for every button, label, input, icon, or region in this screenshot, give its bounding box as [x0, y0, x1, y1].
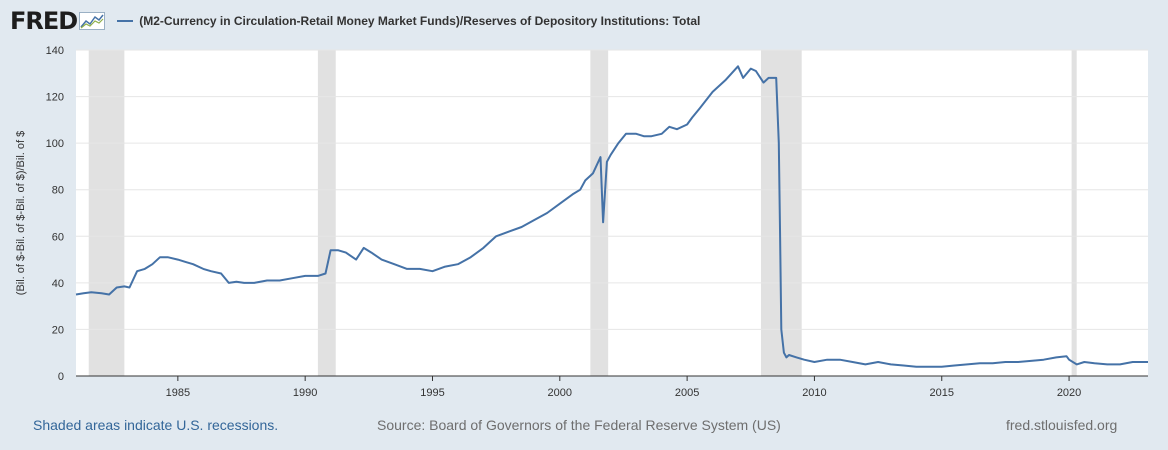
source-note: Source: Board of Governors of the Federa… — [377, 417, 781, 433]
recession-band-0 — [88, 50, 125, 376]
recessions-note: Shaded areas indicate U.S. recessions. — [33, 417, 279, 433]
x-tick-label: 2005 — [675, 387, 699, 399]
x-tick-label: 1985 — [166, 387, 190, 399]
chart-legend[interactable]: (M2-Currency in Circulation-Retail Money… — [117, 14, 700, 28]
y-tick-label: 120 — [46, 92, 64, 104]
recession-band-4 — [1071, 50, 1077, 376]
y-tick-label: 60 — [52, 231, 64, 243]
y-tick-label: 80 — [52, 185, 64, 197]
chart-header: FRED (M2-Currency in Circulation-Retail … — [10, 6, 700, 36]
y-tick-label: 20 — [52, 324, 64, 336]
x-tick-label: 2010 — [802, 387, 826, 399]
x-tick-label: 2015 — [930, 387, 954, 399]
fred-logo-text: FRED — [10, 7, 78, 35]
fred-logo[interactable]: FRED — [10, 7, 106, 35]
series-line-0 — [75, 65, 1148, 368]
x-tick-label: 2020 — [1057, 387, 1081, 399]
x-tick-label: 1995 — [420, 387, 444, 399]
y-tick-label: 0 — [58, 371, 64, 383]
y-tick-label: 100 — [46, 138, 64, 150]
recession-band-1 — [317, 50, 336, 376]
chart-logo-icon — [79, 12, 106, 30]
plot-area — [76, 50, 1148, 376]
x-tick-label: 2000 — [548, 387, 572, 399]
x-tick-label: 1990 — [293, 387, 317, 399]
site-link[interactable]: fred.stlouisfed.org — [1006, 417, 1118, 433]
legend-label: (M2-Currency in Circulation-Retail Money… — [139, 14, 701, 28]
y-axis-label: (Bil. of $-Bil. of $-Bil. of $)/Bil. of … — [15, 131, 27, 295]
y-tick-label: 40 — [52, 278, 64, 290]
recession-band-2 — [590, 50, 609, 376]
y-tick-label: 140 — [46, 45, 64, 57]
legend-swatch — [117, 20, 134, 22]
line-chart[interactable]: 0 20 40 60 80 100 120 140 1985 1990 1995 2000 2005 20… — [0, 0, 1168, 400]
